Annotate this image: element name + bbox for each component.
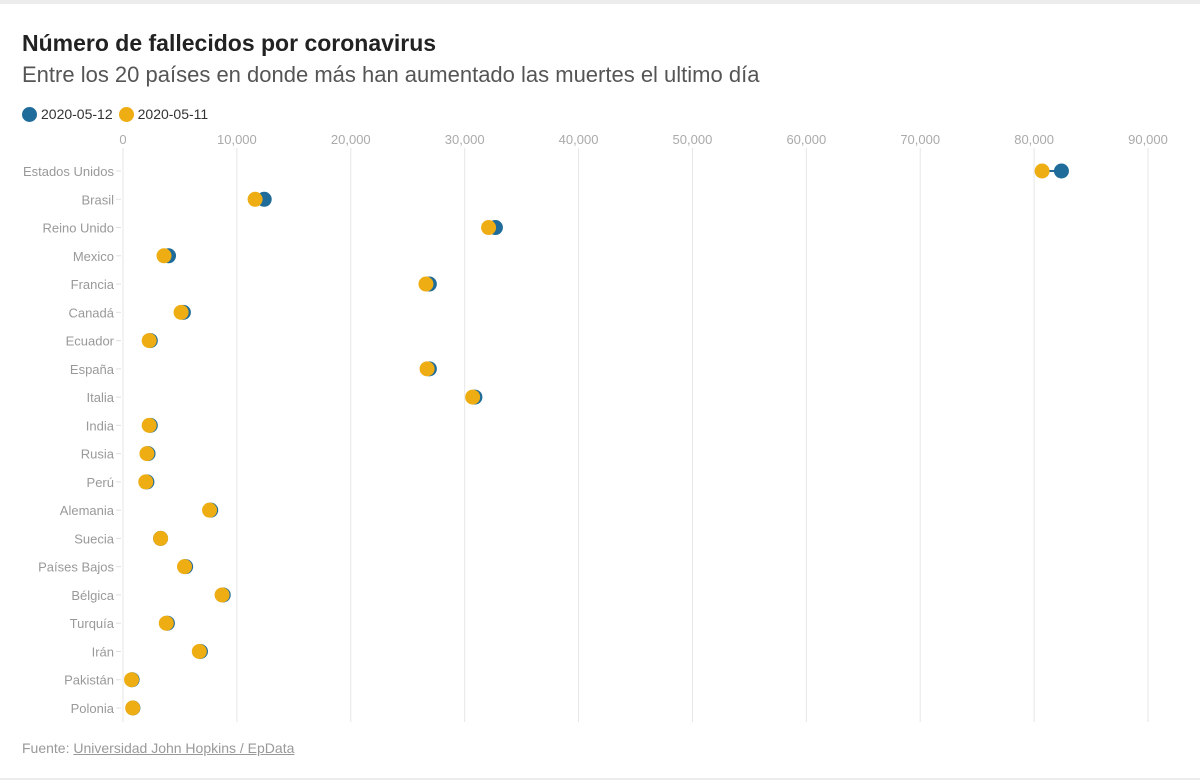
y-tick-label: Suecia [74, 531, 115, 546]
y-tick-label: Mexico [73, 249, 114, 264]
source-label: Fuente: [22, 740, 70, 756]
dot-plot: 0 10,000 20,000 30,000 40,000 50,000 60,000 70,… [23, 132, 1168, 722]
data-point-2020-05-11 [173, 304, 189, 320]
x-tick-label: 30,000 [445, 132, 485, 147]
y-tick-label: Ecuador [66, 334, 115, 349]
y-tick-label: Francia [71, 277, 115, 292]
data-point-2020-05-11 [141, 333, 157, 349]
data-point-2020-05-11 [247, 191, 263, 207]
y-tick-label: Turquía [70, 616, 115, 631]
source-link[interactable]: Universidad John Hopkins / EpData [73, 740, 295, 756]
legend-item-series-1[interactable]: 2020-05-11 [118, 106, 209, 122]
data-point-2020-05-11 [125, 700, 141, 716]
x-tick-label: 60,000 [786, 132, 826, 147]
y-tick-label: Polonia [71, 701, 115, 716]
y-tick-label: Brasil [81, 192, 114, 207]
bottom-border [0, 778, 1200, 780]
y-tick-label: Canadá [68, 305, 114, 320]
legend-marker-icon [22, 106, 37, 122]
data-point-2020-05-11 [141, 417, 157, 433]
chart-title: Número de fallecidos por coronavirus [22, 30, 437, 56]
data-point-2020-05-11 [214, 587, 230, 603]
y-tick-label: Estados Unidos [23, 164, 115, 179]
y-tick-label: Países Bajos [38, 560, 114, 575]
x-tick-label: 10,000 [217, 132, 257, 147]
x-tick-label: 40,000 [559, 132, 599, 147]
y-tick-label: Pakistán [64, 673, 114, 688]
data-point-2020-05-11 [419, 361, 435, 377]
data-point-2020-05-12 [1053, 163, 1069, 179]
x-tick-label: 50,000 [673, 132, 713, 147]
x-tick-label: 70,000 [900, 132, 940, 147]
legend: 2020-05-12 2020-05-11 [22, 106, 214, 122]
legend-label: 2020-05-11 [137, 106, 209, 122]
y-tick-label: Perú [87, 475, 114, 490]
footer: Fuente: Universidad John Hopkins / EpDat… [22, 740, 294, 756]
y-tick-label: Reino Unido [42, 221, 114, 236]
data-point-2020-05-11 [153, 530, 169, 546]
top-border [0, 0, 1200, 4]
data-point-2020-05-11 [1034, 163, 1050, 179]
data-point-2020-05-11 [139, 446, 155, 462]
x-tick-label: 80,000 [1014, 132, 1054, 147]
data-point-2020-05-11 [418, 276, 434, 292]
data-point-2020-05-11 [191, 643, 207, 659]
y-tick-label: Alemania [60, 503, 115, 518]
y-tick-label: España [70, 362, 115, 377]
x-tick-label: 0 [119, 132, 126, 147]
x-tick-label: 20,000 [331, 132, 371, 147]
chart-subtitle: Entre los 20 países en donde más han aum… [22, 62, 760, 87]
y-tick-label: India [86, 418, 115, 433]
data-point-2020-05-11 [202, 502, 218, 518]
y-tick-label: Rusia [81, 447, 115, 462]
legend-label: 2020-05-12 [41, 106, 113, 122]
data-point-2020-05-11 [138, 474, 154, 490]
data-point-2020-05-11 [158, 615, 174, 631]
data-point-2020-05-11 [156, 248, 172, 264]
y-tick-label: Italia [87, 390, 115, 405]
x-tick-label: 90,000 [1128, 132, 1168, 147]
y-tick-label: Bélgica [71, 588, 114, 603]
data-point-2020-05-11 [124, 672, 140, 688]
data-point-2020-05-11 [465, 389, 481, 405]
y-tick-label: Irán [92, 644, 114, 659]
legend-item-series-0[interactable]: 2020-05-12 [22, 106, 113, 122]
legend-marker-icon [118, 106, 134, 122]
data-point-2020-05-11 [177, 559, 192, 575]
data-point-2020-05-11 [481, 220, 497, 236]
